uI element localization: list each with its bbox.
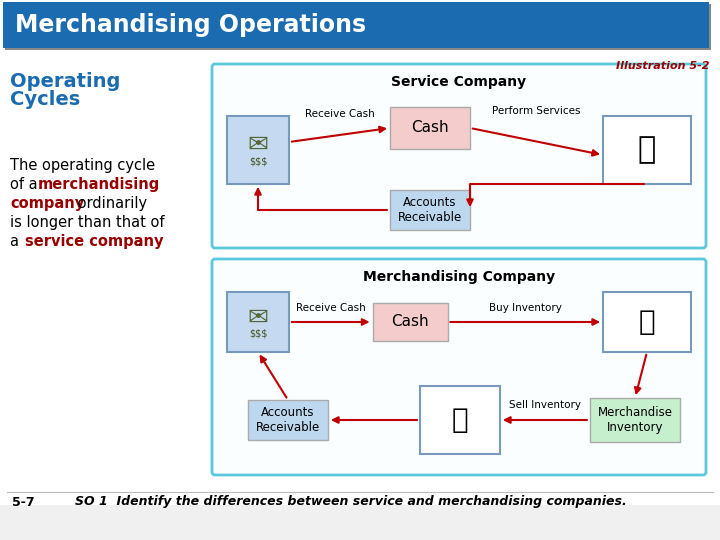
Text: Merchandising Operations: Merchandising Operations <box>15 13 366 37</box>
Text: Accounts
Receivable: Accounts Receivable <box>256 406 320 434</box>
Bar <box>420 386 500 454</box>
Bar <box>603 292 691 352</box>
Bar <box>372 303 448 341</box>
Text: a: a <box>10 234 24 249</box>
Text: of a: of a <box>10 177 42 192</box>
Text: Receive Cash: Receive Cash <box>305 109 374 119</box>
Bar <box>248 400 328 440</box>
Text: ordinarily: ordinarily <box>73 196 147 211</box>
Bar <box>227 292 289 352</box>
Text: The operating cycle: The operating cycle <box>10 158 155 173</box>
Text: Illustration 5-2: Illustration 5-2 <box>616 61 710 71</box>
Text: service company: service company <box>25 234 163 249</box>
Text: 🚚: 🚚 <box>639 308 655 336</box>
Bar <box>590 398 680 442</box>
Text: 🚗: 🚗 <box>638 136 656 165</box>
Text: Receive Cash: Receive Cash <box>296 303 366 313</box>
Text: .: . <box>136 234 140 249</box>
Bar <box>5 4 711 50</box>
Text: merchandising: merchandising <box>38 177 161 192</box>
Text: Service Company: Service Company <box>392 75 526 89</box>
Bar <box>3 2 709 48</box>
Bar <box>390 190 470 230</box>
Text: 🧍: 🧍 <box>451 406 468 434</box>
Text: Operating: Operating <box>10 72 120 91</box>
Text: Cash: Cash <box>391 314 429 329</box>
Text: Merchandising Company: Merchandising Company <box>363 270 555 284</box>
FancyBboxPatch shape <box>212 259 706 475</box>
Bar <box>390 107 470 149</box>
Text: is longer than that of: is longer than that of <box>10 215 164 230</box>
Text: Sell Inventory: Sell Inventory <box>509 400 581 410</box>
Bar <box>603 116 691 184</box>
Text: SO 1  Identify the differences between service and merchandising companies.: SO 1 Identify the differences between se… <box>75 496 626 509</box>
Text: Cash: Cash <box>411 120 449 136</box>
Text: Buy Inventory: Buy Inventory <box>489 303 562 313</box>
Text: ✉: ✉ <box>248 306 269 330</box>
Text: $$$: $$$ <box>249 329 267 339</box>
Text: 5-7: 5-7 <box>12 496 35 509</box>
Text: Merchandise
Inventory: Merchandise Inventory <box>598 406 672 434</box>
Text: ✉: ✉ <box>248 133 269 157</box>
FancyBboxPatch shape <box>212 64 706 248</box>
Text: $$$: $$$ <box>249 157 267 167</box>
Bar <box>227 116 289 184</box>
Text: Cycles: Cycles <box>10 90 80 109</box>
Text: Accounts
Receivable: Accounts Receivable <box>398 196 462 224</box>
Text: Perform Services: Perform Services <box>492 106 581 116</box>
Text: company: company <box>10 196 84 211</box>
